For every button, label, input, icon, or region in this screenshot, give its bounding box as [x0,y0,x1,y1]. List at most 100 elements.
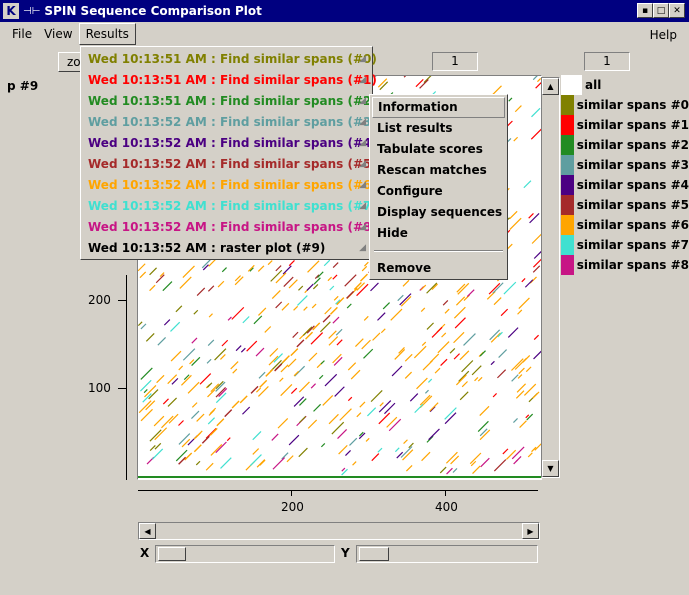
menu-item-information[interactable]: Information [372,97,505,118]
plot-segment [408,442,414,449]
plot-segment [231,400,240,409]
legend-item[interactable]: similar spans #1 [561,115,689,135]
plot-segment [414,403,424,414]
legend-swatch [561,175,574,195]
up-arrow-icon: ▲ [547,82,554,91]
menu-item-hide[interactable]: Hide [377,226,408,240]
plot-segment [181,438,191,448]
app-icon[interactable]: K [3,3,19,19]
legend-item[interactable]: similar spans #5 [561,195,689,215]
plot-segment [382,302,391,310]
vertical-scrollbar[interactable]: ▲ ▼ [541,77,560,478]
menu-file[interactable]: File [12,27,33,41]
plot-segment [518,297,530,310]
menu-view[interactable]: View [44,27,73,41]
menu-item-display-sequences[interactable]: Display sequences [377,205,503,219]
plot-segment [265,368,274,377]
plot-segment [148,389,159,400]
plot-segment [426,322,434,330]
results-menu-item[interactable]: Wed 10:13:52 AM : Find similar spans (#8… [81,217,377,238]
results-menu-item[interactable]: Wed 10:13:52 AM : Find similar spans (#4… [81,133,377,154]
plot-segment [514,105,522,113]
menu-item-configure[interactable]: Configure [377,184,443,198]
plot-segment [332,262,339,269]
menu-results[interactable]: Results [78,23,136,45]
plot-segment [253,315,263,325]
x-slider[interactable] [155,545,335,563]
plot-segment [421,341,427,346]
plot-segment [329,306,338,315]
y-slider-thumb[interactable] [359,547,389,561]
plot-segment [257,386,269,397]
scroll-left-button[interactable]: ◀ [139,523,156,539]
legend-item[interactable]: similar spans #3 [561,155,689,175]
menu-item-tabulate-scores[interactable]: Tabulate scores [377,142,483,156]
legend-item[interactable]: similar spans #8 [561,255,689,275]
plot-segment [333,295,339,301]
y-slider[interactable] [356,545,538,563]
plot-segment [459,350,470,361]
plot-segment [507,327,519,338]
plot-segment [215,380,224,390]
plot-segment [252,448,260,455]
legend-item[interactable]: similar spans #2 [561,135,689,155]
plot-segment [157,337,167,346]
results-menu-item[interactable]: Wed 10:13:52 AM : Find similar spans (#7… [81,196,377,217]
results-menu-item[interactable]: Wed 10:13:52 AM : raster plot (#9) ◢ [81,238,372,259]
menu-item-remove[interactable]: Remove [377,261,432,275]
plot-segment [162,281,173,292]
menu-item-list-results[interactable]: List results [377,121,453,135]
legend-item[interactable]: similar spans #0 [561,95,689,115]
results-menu-item[interactable]: Wed 10:13:51 AM : Find similar spans (#2… [81,91,377,112]
plot-segment [472,465,481,474]
plot-segment [145,332,155,342]
title-bar[interactable]: K ⊣⊢ SPIN Sequence Comparison Plot ▪ □ ✕ [0,0,689,22]
maximize-button[interactable]: □ [653,3,669,18]
entry-2[interactable]: 1 [584,52,630,71]
plot-segment [479,350,486,357]
plot-segment [274,363,283,372]
legend-item[interactable]: similar spans #4 [561,175,689,195]
legend-item[interactable]: all [561,75,689,95]
plot-segment [155,274,165,284]
scroll-down-button[interactable]: ▼ [542,460,559,477]
legend-swatch [561,215,574,235]
minimize-button[interactable]: ▪ [637,3,653,18]
legend-item[interactable]: similar spans #6 [561,215,689,235]
plot-segment [446,467,453,475]
plot-segment [180,374,192,386]
results-menu-item[interactable]: Wed 10:13:52 AM : Find similar spans (#6… [81,175,377,196]
plot-segment [257,265,265,272]
plot-segment [366,407,377,417]
plot-segment [479,405,490,416]
plot-segment [517,374,523,379]
legend-item[interactable]: similar spans #7 [561,235,689,255]
results-menu-item[interactable]: Wed 10:13:52 AM : Find similar spans (#5… [81,154,377,175]
plot-segment [178,456,187,465]
plot-segment [303,306,308,311]
legend-swatch [561,115,574,135]
close-button[interactable]: ✕ [669,3,685,18]
scroll-up-button[interactable]: ▲ [542,78,559,95]
entry-1[interactable]: 1 [432,52,478,71]
plot-segment [428,428,440,441]
results-menu-item[interactable]: Wed 10:13:52 AM : Find similar spans (#3… [81,112,377,133]
menu-help[interactable]: Help [649,28,677,42]
horizontal-scrollbar[interactable]: ◀ ▶ [138,522,540,540]
x-slider-thumb[interactable] [158,547,186,561]
menu-item-rescan-matches[interactable]: Rescan matches [377,163,487,177]
plot-segment [456,283,466,293]
results-menu-item[interactable]: Wed 10:13:51 AM : Find similar spans (#1… [81,70,377,91]
results-menu-item[interactable]: Wed 10:13:51 AM : Find similar spans (#0… [81,49,377,70]
plot-segment [298,285,304,291]
plot-segment [206,358,212,364]
plot-segment [511,446,525,460]
submenu-arrow-icon: ◢ [359,201,366,211]
plot-segment [377,447,383,453]
plot-segment [247,264,255,272]
scroll-right-button[interactable]: ▶ [522,523,539,539]
plot-segment [498,349,508,359]
plot-segment [463,333,476,346]
plot-segment [444,308,450,314]
plot-segment [145,400,156,411]
